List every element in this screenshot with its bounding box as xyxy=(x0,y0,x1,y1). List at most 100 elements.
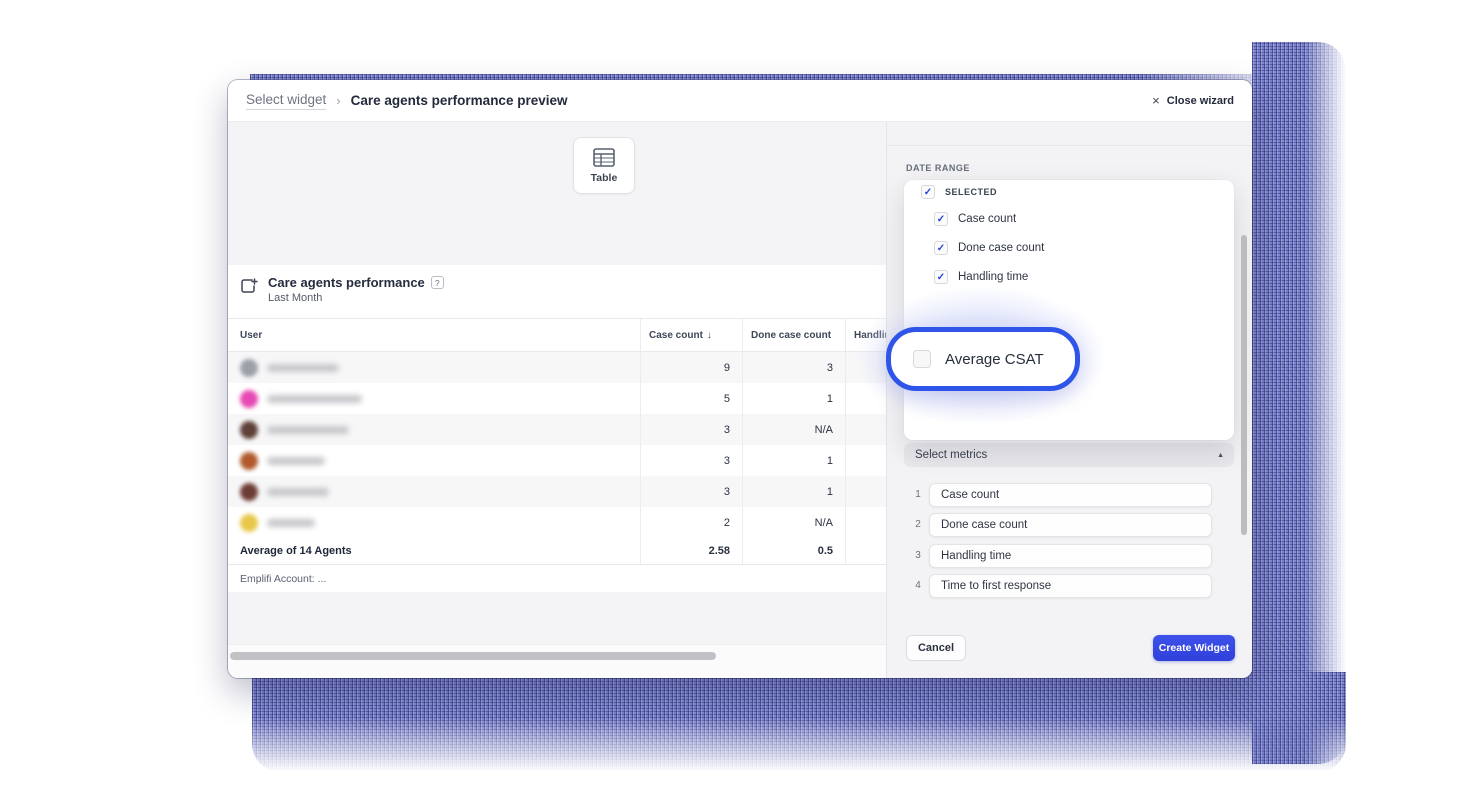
done-case-count-cell: 1 xyxy=(826,485,833,498)
horizontal-scrollbar-track[interactable] xyxy=(228,644,886,678)
metric-order: 3 xyxy=(915,550,921,561)
close-icon: × xyxy=(1152,93,1160,108)
summary-label: Average of 14 Agents xyxy=(240,545,352,557)
table-icon xyxy=(593,147,615,167)
widget-title: Care agents performance xyxy=(268,275,425,290)
done-case-count-checkbox[interactable]: ✓ xyxy=(934,241,948,255)
table-row: 9 3 xyxy=(228,352,886,383)
done-case-count-cell: 1 xyxy=(826,454,833,467)
table-row: 3 N/A xyxy=(228,414,886,445)
select-all-label: SELECTED xyxy=(945,187,998,197)
case-count-cell: 9 xyxy=(723,361,730,374)
dropdown-option-case-count[interactable]: ✓ Case count xyxy=(934,212,1016,226)
table-row: 3 1 xyxy=(228,445,886,476)
breadcrumb-back-link[interactable]: Select widget xyxy=(246,92,327,110)
col-header-done-case-count[interactable]: Done case count xyxy=(751,329,832,341)
widget-date-range: Last Month xyxy=(268,292,323,304)
select-all-option[interactable]: ✓ SELECTED xyxy=(921,185,997,199)
summary-done-case-count: 0.5 xyxy=(817,545,833,557)
performance-table: User Case count ↓ Done case count Handli… xyxy=(228,318,886,592)
table-row: 2 N/A xyxy=(228,507,886,538)
settings-panel: DATE RANGE ✓ SELECTED ✓ Case count ✓ Don… xyxy=(886,122,1252,678)
wizard-header: Select widget › Care agents performance … xyxy=(228,80,1252,122)
panel-divider xyxy=(887,145,1252,146)
table-summary-row: Average of 14 Agents 2.58 0.5 xyxy=(228,538,886,564)
redacted-user-name xyxy=(267,425,349,434)
average-csat-checkbox[interactable] xyxy=(913,350,931,368)
preview-canvas: Table Care agents performance ? Last Mon… xyxy=(228,122,886,678)
metric-order: 4 xyxy=(915,580,921,591)
breadcrumb-chevron-icon: › xyxy=(336,93,341,108)
help-icon[interactable]: ? xyxy=(430,276,444,289)
metric-pill-case-count[interactable]: Case count xyxy=(929,483,1212,507)
avatar xyxy=(240,420,258,439)
case-count-cell: 5 xyxy=(723,392,730,405)
metric-order: 2 xyxy=(915,519,921,530)
select-all-checkbox[interactable]: ✓ xyxy=(921,185,935,199)
metrics-dropdown: ✓ SELECTED ✓ Case count ✓ Done case coun… xyxy=(904,180,1234,440)
selected-metric-item: 1 Case count xyxy=(887,483,1252,507)
widget-wizard-window: Select widget › Care agents performance … xyxy=(228,80,1252,678)
drag-widget-icon xyxy=(240,278,258,304)
widget-preview-card: Care agents performance ? Last Month Use… xyxy=(228,265,886,592)
option-label: Handling time xyxy=(958,271,1029,283)
collapse-caret-icon: ▲ xyxy=(1217,451,1224,459)
redacted-user-name xyxy=(267,456,325,465)
avatar xyxy=(240,451,258,470)
glitch-decoration-bottom xyxy=(252,672,1346,772)
avatar xyxy=(240,389,258,408)
handling-time-checkbox[interactable]: ✓ xyxy=(934,270,948,284)
select-metrics-field[interactable]: Select metrics ▲ xyxy=(904,443,1234,467)
redacted-user-name xyxy=(267,487,329,496)
glitch-decoration-right xyxy=(1252,42,1346,764)
selected-metric-item: 4 Time to first response xyxy=(887,574,1252,598)
dropdown-option-done-case-count[interactable]: ✓ Done case count xyxy=(934,241,1044,255)
avatar xyxy=(240,482,258,501)
case-count-cell: 3 xyxy=(723,454,730,467)
metric-order: 1 xyxy=(915,489,921,500)
redacted-user-name xyxy=(267,518,315,527)
done-case-count-cell: 3 xyxy=(826,361,833,374)
table-header-row: User Case count ↓ Done case count Handli… xyxy=(228,318,886,352)
option-label: Case count xyxy=(958,213,1017,225)
case-count-cell: 3 xyxy=(723,485,730,498)
sort-desc-icon: ↓ xyxy=(706,329,712,341)
page-title: Care agents performance preview xyxy=(350,93,568,108)
case-count-cell: 3 xyxy=(723,423,730,436)
case-count-cell: 2 xyxy=(723,516,730,529)
widget-type-table-card[interactable]: Table xyxy=(573,137,635,194)
close-wizard-button[interactable]: × Close wizard xyxy=(1152,93,1234,108)
summary-case-count: 2.58 xyxy=(708,545,730,557)
metric-pill-time-to-first-response[interactable]: Time to first response xyxy=(929,574,1212,598)
done-case-count-cell: N/A xyxy=(814,423,833,436)
metric-pill-done-case-count[interactable]: Done case count xyxy=(929,513,1212,537)
case-count-checkbox[interactable]: ✓ xyxy=(934,212,948,226)
average-csat-label: Average CSAT xyxy=(945,350,1044,368)
dropdown-option-handling-time[interactable]: ✓ Handling time xyxy=(934,270,1028,284)
account-footer-text: Emplifi Account: ... xyxy=(240,572,327,585)
done-case-count-cell: N/A xyxy=(814,516,833,529)
col-header-handling-time[interactable]: Handling time xyxy=(854,329,886,341)
select-metrics-placeholder: Select metrics xyxy=(915,449,988,461)
metric-label: Handling time xyxy=(941,550,1012,562)
widget-type-label: Table xyxy=(590,171,618,184)
redacted-user-name xyxy=(267,363,339,372)
cancel-button[interactable]: Cancel xyxy=(906,635,966,661)
col-header-case-count[interactable]: Case count xyxy=(649,329,703,341)
avatar xyxy=(240,358,258,377)
col-header-user[interactable]: User xyxy=(240,329,263,341)
average-csat-callout[interactable]: Average CSAT xyxy=(886,327,1080,391)
glitch-decoration-top xyxy=(250,74,1298,84)
table-row: 3 1 xyxy=(228,476,886,507)
metric-label: Case count xyxy=(941,489,1000,501)
metric-label: Done case count xyxy=(941,519,1028,531)
horizontal-scrollbar-thumb[interactable] xyxy=(230,652,716,660)
create-widget-button[interactable]: Create Widget xyxy=(1153,635,1235,661)
vertical-scrollbar-thumb[interactable] xyxy=(1241,235,1247,535)
option-label: Done case count xyxy=(958,242,1045,254)
avatar xyxy=(240,513,258,532)
metric-pill-handling-time[interactable]: Handling time xyxy=(929,544,1212,568)
table-footer: Emplifi Account: ... xyxy=(228,564,886,592)
table-row: 5 1 xyxy=(228,383,886,414)
selected-metric-item: 2 Done case count xyxy=(887,513,1252,537)
